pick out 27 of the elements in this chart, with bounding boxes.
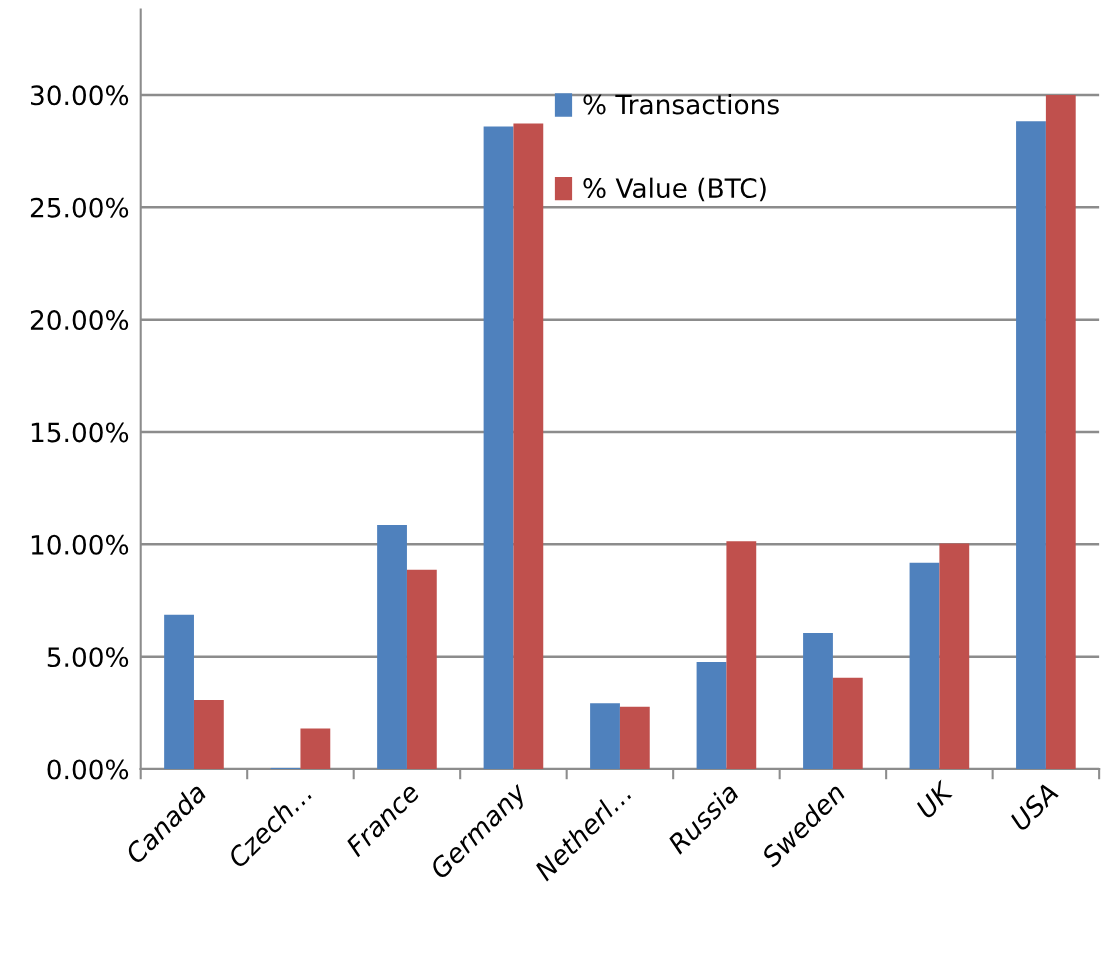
bar bbox=[832, 677, 863, 770]
bar bbox=[377, 525, 407, 770]
x-tick-label: UK bbox=[915, 779, 956, 820]
bar bbox=[939, 543, 970, 770]
bar bbox=[803, 633, 833, 770]
bar bbox=[1016, 121, 1046, 770]
bar bbox=[193, 700, 224, 770]
bar bbox=[1045, 94, 1076, 770]
bar bbox=[590, 703, 620, 770]
bar bbox=[300, 728, 331, 770]
y-tick-label: 15.00% bbox=[31, 422, 129, 443]
legend-label: % Value (BTC) bbox=[583, 177, 766, 202]
bar bbox=[619, 706, 650, 770]
legend-label: % Transactions bbox=[583, 94, 779, 115]
y-tick-label: 30.00% bbox=[31, 85, 129, 106]
bar bbox=[513, 123, 544, 770]
y-tick-label: 20.00% bbox=[30, 310, 129, 331]
y-tick-label: 25.00% bbox=[30, 197, 129, 218]
bar bbox=[726, 541, 757, 770]
bar bbox=[483, 126, 514, 770]
y-tick-label: 0.00% bbox=[47, 759, 129, 780]
bar bbox=[909, 562, 940, 770]
y-tick-label: 10.00% bbox=[31, 534, 129, 555]
y-tick-label: 5.00% bbox=[47, 647, 129, 668]
bar bbox=[406, 569, 437, 770]
bar bbox=[164, 614, 194, 770]
bar bbox=[696, 661, 727, 770]
